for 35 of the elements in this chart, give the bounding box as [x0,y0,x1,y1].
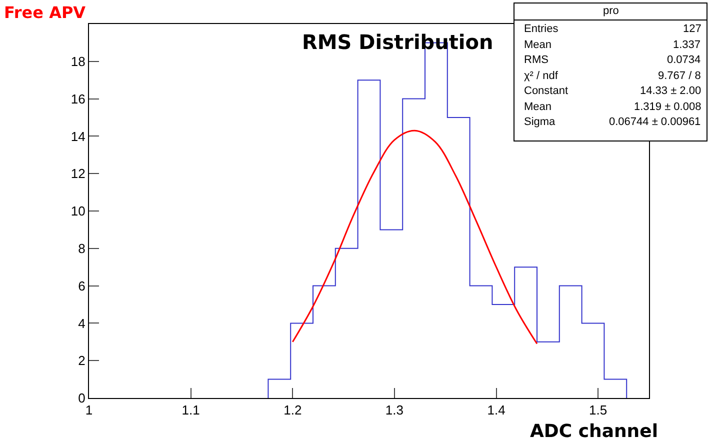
x-tick-label: 1.1 [182,402,200,418]
y-tick-label: 12 [70,166,86,182]
annotation: Mean [524,101,552,113]
text: pro [603,5,619,17]
x-tick-label: 1.2 [284,402,302,418]
text: 127 [683,23,702,35]
y-tick-label: 16 [70,91,86,106]
y-tick-label: 10 [70,204,86,219]
annotation: Entries [524,23,559,35]
text: 0.0734 [667,54,701,66]
annotation: 14.33 ± 2.00 [640,85,702,97]
y-tick-label: 0 [78,390,86,406]
text: 9.767 / 8 [658,70,701,82]
annotation: Constant [524,85,568,97]
y-tick-label: 14 [70,128,86,144]
text: Free APV [4,3,86,22]
y-tick-label: 4 [78,316,86,331]
annotation: 0.06744 ± 0.00961 [609,116,701,128]
annotation: 1.319 ± 0.008 [634,101,702,113]
annotation: χ² / ndf [524,70,559,82]
x-axis-title: ADC channel [530,421,658,438]
line-series [292,130,538,345]
y-tick-label: 6 [78,278,86,294]
y-tick-label: 18 [70,54,86,69]
x-tick-label: 1 [85,402,93,418]
text: 1.337 [673,39,701,51]
y-tick-label: 8 [78,240,86,256]
x-tick-label: 1.5 [589,402,608,418]
y-tick-label: 2 [78,353,86,368]
x-tick-label: 1.4 [487,402,506,418]
chart-title: RMS Distribution [302,30,494,54]
annotation: Sigma [524,116,556,128]
annotation: Mean [524,39,552,51]
annotation: RMS [524,54,548,66]
x-tick-label: 1.3 [385,402,404,418]
